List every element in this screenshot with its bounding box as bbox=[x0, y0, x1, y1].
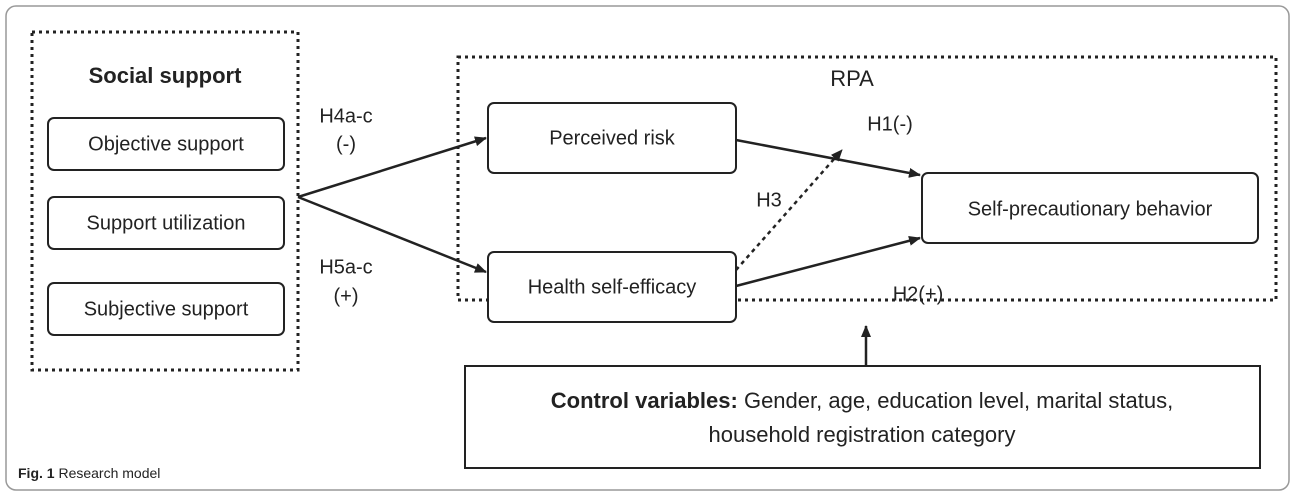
edge-label: H2(+) bbox=[893, 283, 944, 305]
node-label: Perceived risk bbox=[549, 127, 676, 149]
arrow bbox=[735, 138, 921, 178]
node-label: Support utilization bbox=[87, 212, 246, 234]
arrow bbox=[297, 136, 487, 199]
node-label: Self-precautionary behavior bbox=[968, 198, 1213, 220]
node bbox=[487, 102, 737, 174]
control-label: Control variables: bbox=[551, 388, 738, 413]
caption-text: Research model bbox=[58, 465, 160, 481]
group-title: Social support bbox=[89, 63, 242, 88]
node bbox=[47, 196, 285, 250]
rpa-group bbox=[456, 55, 1278, 302]
node bbox=[47, 117, 285, 171]
node bbox=[487, 251, 737, 323]
node bbox=[47, 282, 285, 336]
caption: Fig. 1 Research model bbox=[18, 465, 160, 481]
frame bbox=[5, 5, 1290, 491]
social-support-group bbox=[30, 30, 300, 372]
arrow bbox=[735, 235, 921, 288]
edge-label: H5a-c bbox=[319, 256, 372, 278]
caption-label: Fig. 1 bbox=[18, 465, 55, 481]
arrow bbox=[735, 149, 843, 271]
arrow bbox=[297, 195, 487, 274]
node-label: Subjective support bbox=[84, 298, 249, 320]
node bbox=[921, 172, 1259, 244]
edge-label: H4a-c bbox=[319, 105, 372, 127]
edge-label: (-) bbox=[336, 133, 356, 155]
node-label: Health self-efficacy bbox=[528, 276, 697, 298]
node-label: Objective support bbox=[88, 133, 244, 155]
control-text: Control variables: Gender, age, educatio… bbox=[551, 388, 1173, 413]
edge-label: (+) bbox=[334, 285, 359, 307]
group-title: RPA bbox=[830, 66, 874, 91]
control-box bbox=[464, 365, 1261, 469]
control-line: household registration category bbox=[709, 422, 1016, 447]
edge-label: H1(-) bbox=[867, 113, 913, 135]
control-line: Gender, age, education level, marital st… bbox=[744, 388, 1173, 413]
edge-label: H3 bbox=[756, 189, 782, 211]
